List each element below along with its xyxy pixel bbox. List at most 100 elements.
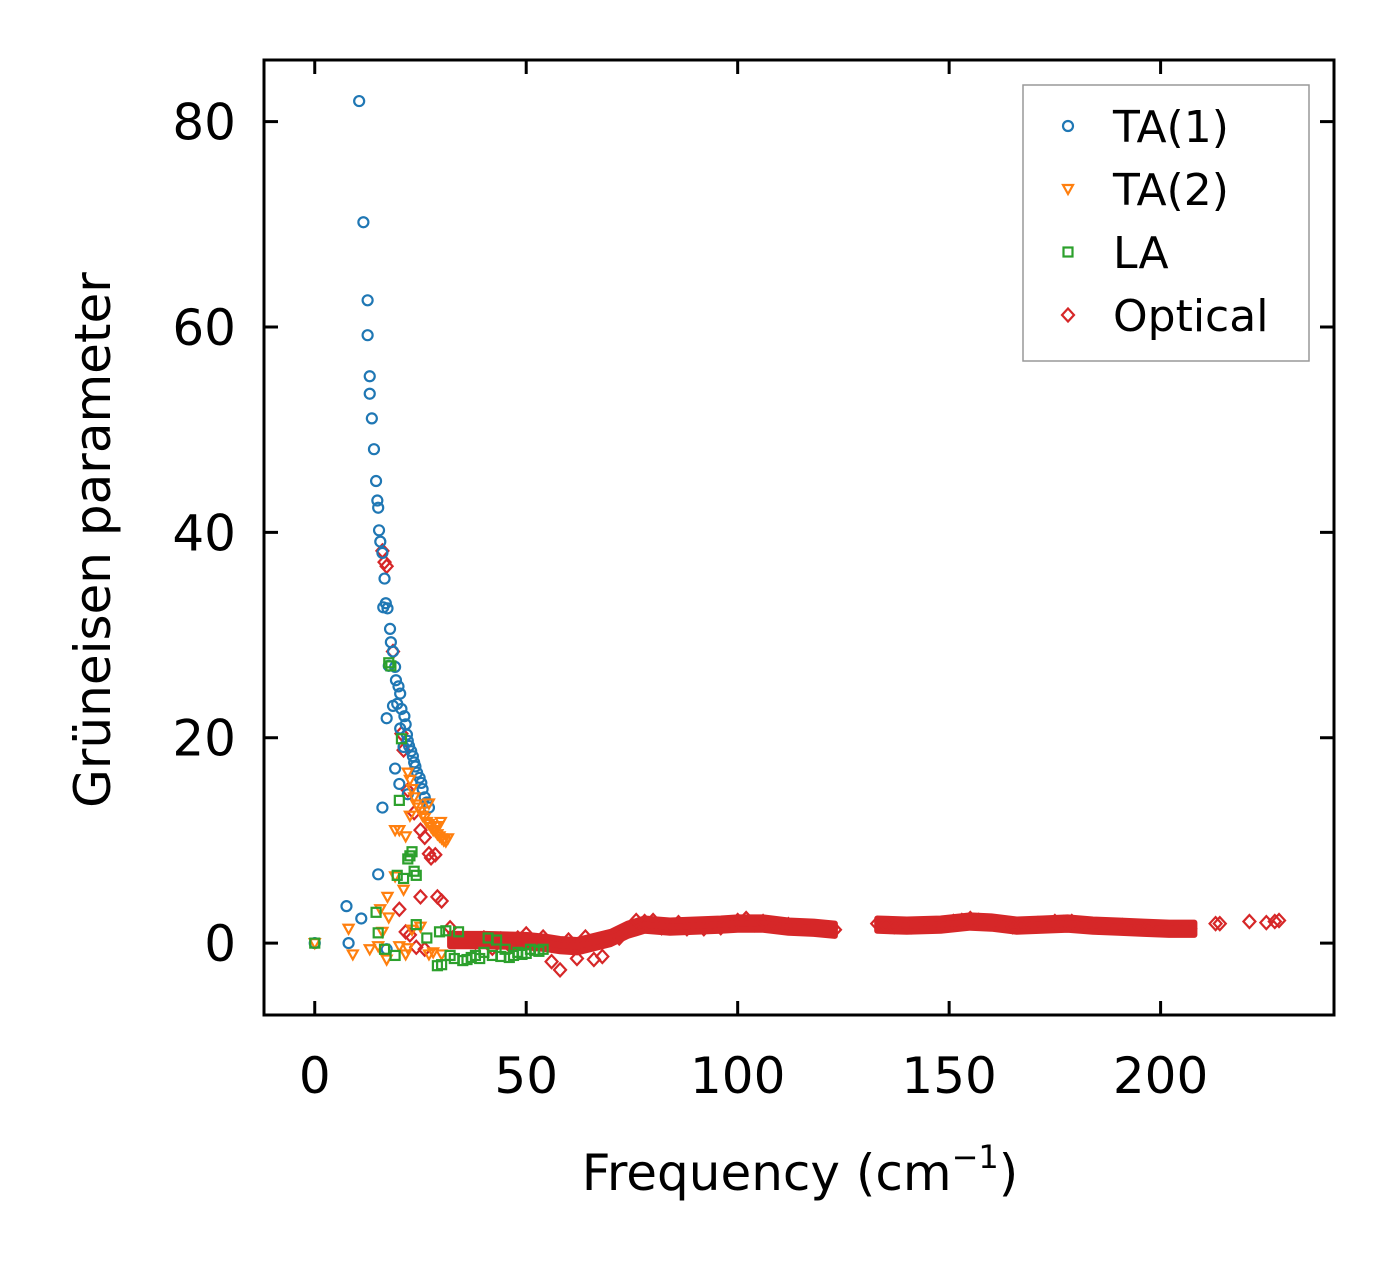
data-point [452,926,465,938]
legend-entry-optical: Optical [1060,291,1268,342]
data-point [415,776,428,790]
data-point [391,869,403,881]
data-point [434,892,450,910]
data-point [1182,920,1198,937]
data-point [433,926,446,938]
x-axis-title-main: Frequency (cm [582,1144,952,1202]
data-point [620,920,636,937]
data-point [369,474,383,488]
data-point [372,501,385,514]
data-point [403,810,417,824]
data-point [400,943,415,956]
data-point [398,831,413,844]
data-point [410,919,422,931]
data-point [385,660,397,672]
data-point [363,370,376,383]
axes-frame [262,58,1336,1017]
series-ta-1--points [308,94,436,956]
data-point [996,915,1012,932]
data-point [670,914,686,931]
data-point [422,798,436,811]
data-point [391,901,407,918]
data-point [410,869,422,881]
data-point [416,782,429,796]
legend-entry-ta-1-: TA(1) [1061,102,1229,153]
data-point [1267,913,1283,930]
data-point [423,849,439,867]
data-point [389,674,403,687]
data-point [372,868,385,881]
data-point [1212,915,1228,932]
legend-label: TA(2) [1112,165,1229,216]
data-point [371,494,384,507]
data-point [341,923,356,937]
data-point [398,710,411,723]
y-tick-label: 0 [204,915,236,973]
data-point [392,680,405,693]
data-point [393,777,406,791]
data-point [704,916,720,933]
data-point [361,329,374,342]
data-point [687,917,703,934]
data-point [962,910,978,927]
data-point [362,944,377,957]
data-point [780,916,796,933]
plot-area [307,94,1287,978]
data-point [309,937,321,949]
data-point [535,928,551,946]
legend-marker [1061,119,1075,133]
data-point [381,602,394,615]
legend-label: LA [1113,228,1169,279]
data-point [389,949,401,962]
data-point [417,941,433,958]
data-point [367,443,381,456]
data-point [569,950,585,967]
data-point [645,912,661,929]
legend-frame [1022,84,1310,362]
data-point [440,925,452,937]
data-point [409,760,422,773]
data-point [878,916,894,933]
data-point [544,953,560,970]
data-point [412,888,428,906]
data-point [433,816,448,830]
data-point [379,558,395,575]
legend-entry-la: LA [1062,228,1169,279]
data-point [577,928,593,946]
data-point [407,792,422,805]
data-point [379,954,394,967]
legend: TA(1) TA(2) LA Optical [1022,84,1310,362]
data-point [491,934,503,946]
legend-label: TA(1) [1112,102,1229,153]
data-point [1064,913,1080,930]
data-point [395,733,408,745]
data-point [406,846,418,858]
data-point [383,657,395,669]
data-point [429,820,444,834]
x-tick-label: 200 [1113,1047,1208,1105]
data-point [373,904,388,917]
x-tick-label: 50 [494,1047,558,1105]
data-point [393,794,405,806]
data-point [365,412,378,425]
data-point [386,699,400,713]
data-point [381,912,396,925]
data-point [1241,913,1257,930]
y-axis-title: Grüneisen parameter [64,272,122,808]
data-point [376,546,389,560]
tick-label-layer: 0 50 100 150 200 0 20 40 60 80 [172,94,1208,1105]
data-point [427,846,443,863]
legend-marker [1062,246,1074,258]
data-point [378,943,391,955]
data-point [383,622,397,635]
data-point [476,929,492,947]
data-point [421,932,433,944]
x-tick-label: 0 [299,1047,331,1105]
data-point [392,941,407,954]
data-point [518,925,534,942]
data-point [552,961,568,978]
y-tick-label: 40 [172,504,236,562]
data-point [755,913,771,930]
data-point [561,931,577,949]
